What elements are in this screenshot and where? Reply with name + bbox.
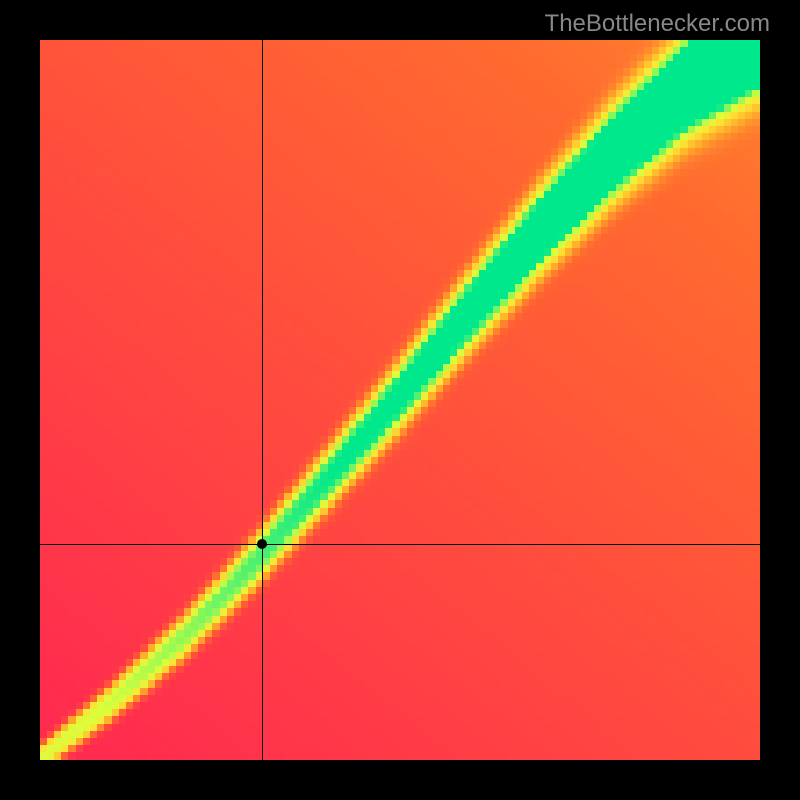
watermark-text: TheBottlenecker.com xyxy=(545,10,770,38)
crosshair-marker-dot xyxy=(257,539,267,549)
crosshair-vertical xyxy=(262,40,263,760)
heatmap-plot xyxy=(40,40,760,760)
heatmap-canvas xyxy=(40,40,760,760)
crosshair-horizontal xyxy=(40,544,760,545)
